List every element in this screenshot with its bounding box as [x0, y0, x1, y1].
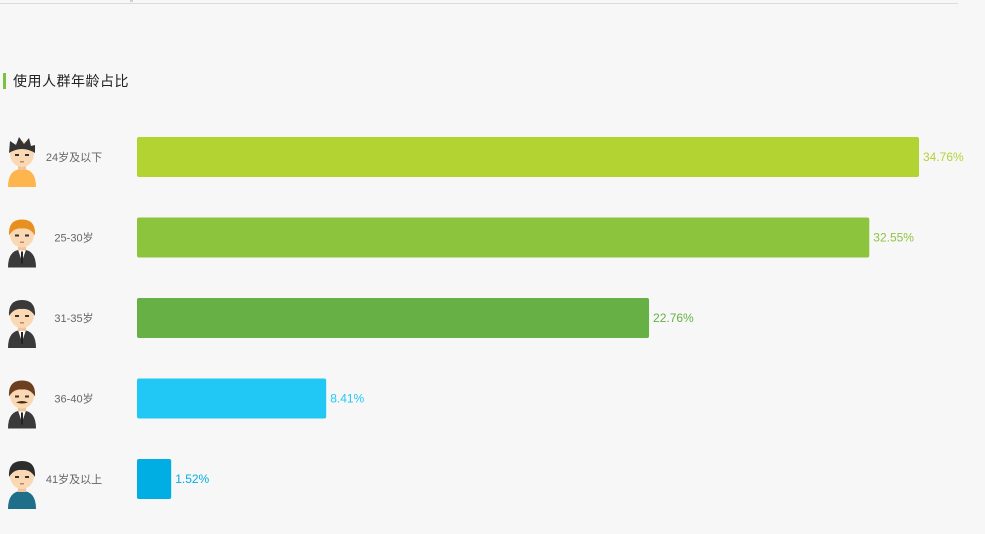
- bar: [137, 217, 870, 258]
- age-distribution-chart: 24岁及以下 34.76% 25-30岁 32.55% 31-35岁 22.76% 36-4…: [8, 137, 964, 509]
- mustache-man-avatar-icon: [8, 380, 36, 429]
- avatar-eye-left: [15, 154, 19, 156]
- avatar-eye-left: [15, 395, 19, 398]
- bar: [137, 459, 172, 499]
- bar: [137, 137, 919, 177]
- top-divider-tick: [130, 0, 133, 2]
- bar: [137, 298, 650, 338]
- avatar-hair: [9, 137, 35, 153]
- category-label: 24岁及以下: [46, 150, 102, 164]
- avatar-eye-right: [25, 154, 29, 156]
- older-man-avatar-icon: [8, 461, 36, 509]
- avatar-eye-left: [15, 476, 19, 478]
- value-label: 32.55%: [873, 231, 914, 245]
- category-label: 25-30岁: [54, 231, 93, 245]
- avatar-eye-right: [25, 476, 29, 478]
- avatar-mouth: [20, 483, 24, 485]
- avatar-hair: [8, 300, 36, 316]
- avatar-hair: [8, 219, 36, 236]
- avatar-eye-left: [15, 315, 19, 317]
- avatar-body: [8, 491, 36, 509]
- avatar-mouth: [20, 241, 24, 243]
- avatar-body: [8, 169, 36, 187]
- businessman-avatar-icon: [8, 219, 36, 268]
- avatar-mouth: [20, 322, 24, 324]
- category-label: 36-40岁: [54, 392, 93, 406]
- top-divider: [0, 3, 958, 4]
- avatar-eye-right: [25, 315, 29, 317]
- value-label: 1.52%: [175, 472, 209, 486]
- title-accent-bar: [3, 73, 6, 89]
- avatar-hair: [8, 380, 36, 397]
- value-label: 34.76%: [923, 150, 964, 164]
- category-label: 41岁及以上: [46, 472, 102, 486]
- suited-man-avatar-icon: [8, 300, 36, 348]
- section-header: 使用人群年龄占比: [3, 72, 129, 90]
- value-label: 22.76%: [653, 311, 694, 325]
- category-label: 31-35岁: [54, 311, 93, 325]
- avatar-eye-right: [25, 395, 29, 398]
- avatar-mustache: [16, 401, 28, 404]
- avatar-tie: [21, 251, 23, 264]
- avatar-hair: [8, 461, 36, 477]
- avatar-mouth: [20, 161, 24, 163]
- section-title: 使用人群年龄占比: [13, 73, 129, 89]
- bar: [137, 378, 327, 419]
- young-man-avatar-icon: [8, 137, 36, 187]
- avatar-tie: [21, 332, 23, 344]
- avatar-eye-right: [25, 234, 29, 237]
- value-label: 8.41%: [330, 392, 364, 406]
- avatar-tie: [21, 412, 23, 425]
- avatar-eye-left: [15, 234, 19, 237]
